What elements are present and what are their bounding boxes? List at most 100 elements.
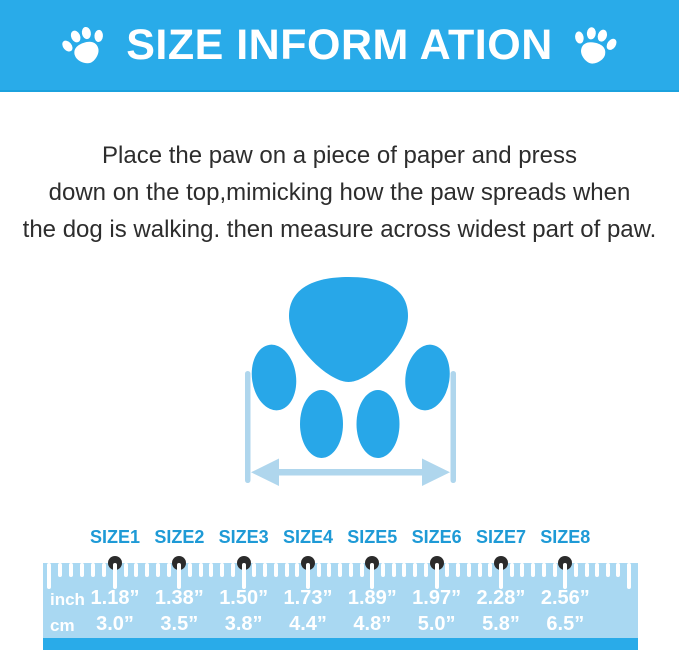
ruler-tick-tall <box>241 563 246 589</box>
ruler-tick-small <box>284 563 289 577</box>
ruler-tick-small <box>188 563 193 577</box>
paw-main-pad <box>289 277 408 382</box>
paw-icon <box>568 22 621 68</box>
paw-toe-outer-left <box>251 344 297 411</box>
ruler-tick-small <box>295 563 300 577</box>
inch-row-label: inch <box>50 590 85 609</box>
ruler-tick-tall <box>434 563 439 589</box>
size-label-8: SIZE8 <box>540 527 591 547</box>
header-banner: SIZE INFORM ATION <box>0 0 679 92</box>
ruler-tick-small <box>595 563 600 577</box>
ruler-tick-small <box>91 563 95 577</box>
cm-value-7: 5.8” <box>482 613 520 635</box>
cm-row-label: cm <box>50 616 75 635</box>
size-label-2: SIZE2 <box>154 527 205 547</box>
ruler-tick-small <box>58 563 62 577</box>
ruler-tick-small <box>423 563 428 577</box>
inch-value-5: 1.89” <box>347 587 397 609</box>
ruler-tick-tall <box>47 563 51 589</box>
instruction-line-2: down on the top,mimicking how the paw sp… <box>48 179 631 206</box>
inch-value-8: 2.56” <box>540 587 590 609</box>
ruler-tick-small <box>166 563 171 577</box>
cm-value-5: 4.8” <box>353 613 392 635</box>
ruler-tick-small <box>102 563 106 577</box>
ruler-bottom-stripe <box>43 638 638 650</box>
ruler-tick-tall <box>498 563 503 589</box>
measuring-instructions: Place the paw on a piece of paper and pr… <box>0 137 679 248</box>
ruler-tick-small <box>605 563 610 577</box>
paw-icon <box>57 20 112 70</box>
ruler-tick-small <box>252 563 257 577</box>
inch-value-4: 1.73” <box>283 587 333 609</box>
ruler-tick-small <box>209 563 214 577</box>
size-label-7: SIZE7 <box>475 527 526 547</box>
ruler-tick-small <box>445 563 450 577</box>
arrow-shaft <box>274 469 426 476</box>
ruler-tick-small <box>520 563 525 577</box>
size-label-1: SIZE1 <box>89 527 141 547</box>
size-labels-row: SIZE1 SIZE2 SIZE3 SIZE4 SIZE5 SIZE6 SIZE7 SIZE8 <box>43 527 638 551</box>
ruler-tick-small <box>531 563 536 577</box>
size-label-5: SIZE5 <box>347 527 398 547</box>
ruler-tick-small <box>391 563 396 577</box>
ruler-tick-small <box>488 563 493 577</box>
ruler-tick-tall <box>563 563 568 589</box>
ruler-tick-small <box>616 563 621 577</box>
arrowhead-left <box>251 458 279 486</box>
ruler-tick-small <box>273 563 278 577</box>
inch-value-2: 1.38” <box>154 587 204 609</box>
ruler-tick-small <box>80 563 84 577</box>
inch-value-3: 1.50” <box>219 587 269 609</box>
paw-print <box>251 277 450 458</box>
paw-print-graphic <box>245 277 456 486</box>
size-label-3: SIZE3 <box>218 527 269 547</box>
cm-value-6: 5.0” <box>417 613 456 635</box>
width-measurement-arrow <box>245 371 456 486</box>
ruler-tick-small <box>316 563 321 577</box>
ruler-tick-small <box>402 563 407 577</box>
measure-bar-left <box>245 371 251 483</box>
inch-value-7: 2.28” <box>476 587 526 609</box>
measure-bar-right <box>450 371 456 483</box>
ruler-tick-small <box>263 563 268 577</box>
ruler-tick-small <box>134 563 139 577</box>
arrowhead-right <box>422 458 450 486</box>
paw-measurement-diagram <box>236 266 458 495</box>
ruler-tick-small <box>541 563 546 577</box>
ruler: inch cm 1.18” 3.0” 1.38” 3.5” 1.50” 3.8” 1.73”… <box>43 556 638 638</box>
ruler-tick-small <box>155 563 160 577</box>
instruction-line-3: the dog is walking. then measure across … <box>22 216 657 243</box>
paw-toe-outer-right <box>405 344 450 411</box>
ruler-tick-small <box>381 563 386 577</box>
size-label-4: SIZE4 <box>282 527 333 547</box>
inch-value-1: 1.18” <box>90 587 140 609</box>
cm-value-4: 4.4” <box>289 613 327 635</box>
instruction-line-1: Place the paw on a piece of paper and pr… <box>102 142 577 169</box>
ruler-tick-small <box>348 563 353 577</box>
ruler-tick-small <box>338 563 343 577</box>
cm-value-2: 3.5” <box>160 613 199 635</box>
ruler-tick-tall <box>113 563 117 589</box>
page-title: SIZE INFORM ATION <box>126 20 553 69</box>
paw-toe-inner-left <box>300 390 343 458</box>
ruler-tick-tall <box>370 563 375 589</box>
cm-value-3: 3.8” <box>224 613 263 635</box>
ruler-tick-small <box>69 563 73 577</box>
ruler-tick-small <box>584 563 589 577</box>
ruler-tick-small <box>413 563 418 577</box>
ruler-tick-small <box>552 563 557 577</box>
ruler-tick-small <box>359 563 364 577</box>
ruler-tick-tall <box>305 563 310 589</box>
paw-toe-inner-right <box>356 390 400 458</box>
ruler-tick-small <box>509 563 514 577</box>
cm-value-8: 6.5” <box>546 613 585 635</box>
ruler-tick-small <box>220 563 225 577</box>
ruler-tick-small <box>145 563 150 577</box>
ruler-tick-small <box>466 563 471 577</box>
ruler-tick-tall <box>177 563 182 589</box>
ruler-tick-small <box>456 563 461 577</box>
size-label-6: SIZE6 <box>411 527 462 547</box>
inch-value-6: 1.97” <box>412 587 462 609</box>
ruler-tick-tall <box>627 563 631 589</box>
